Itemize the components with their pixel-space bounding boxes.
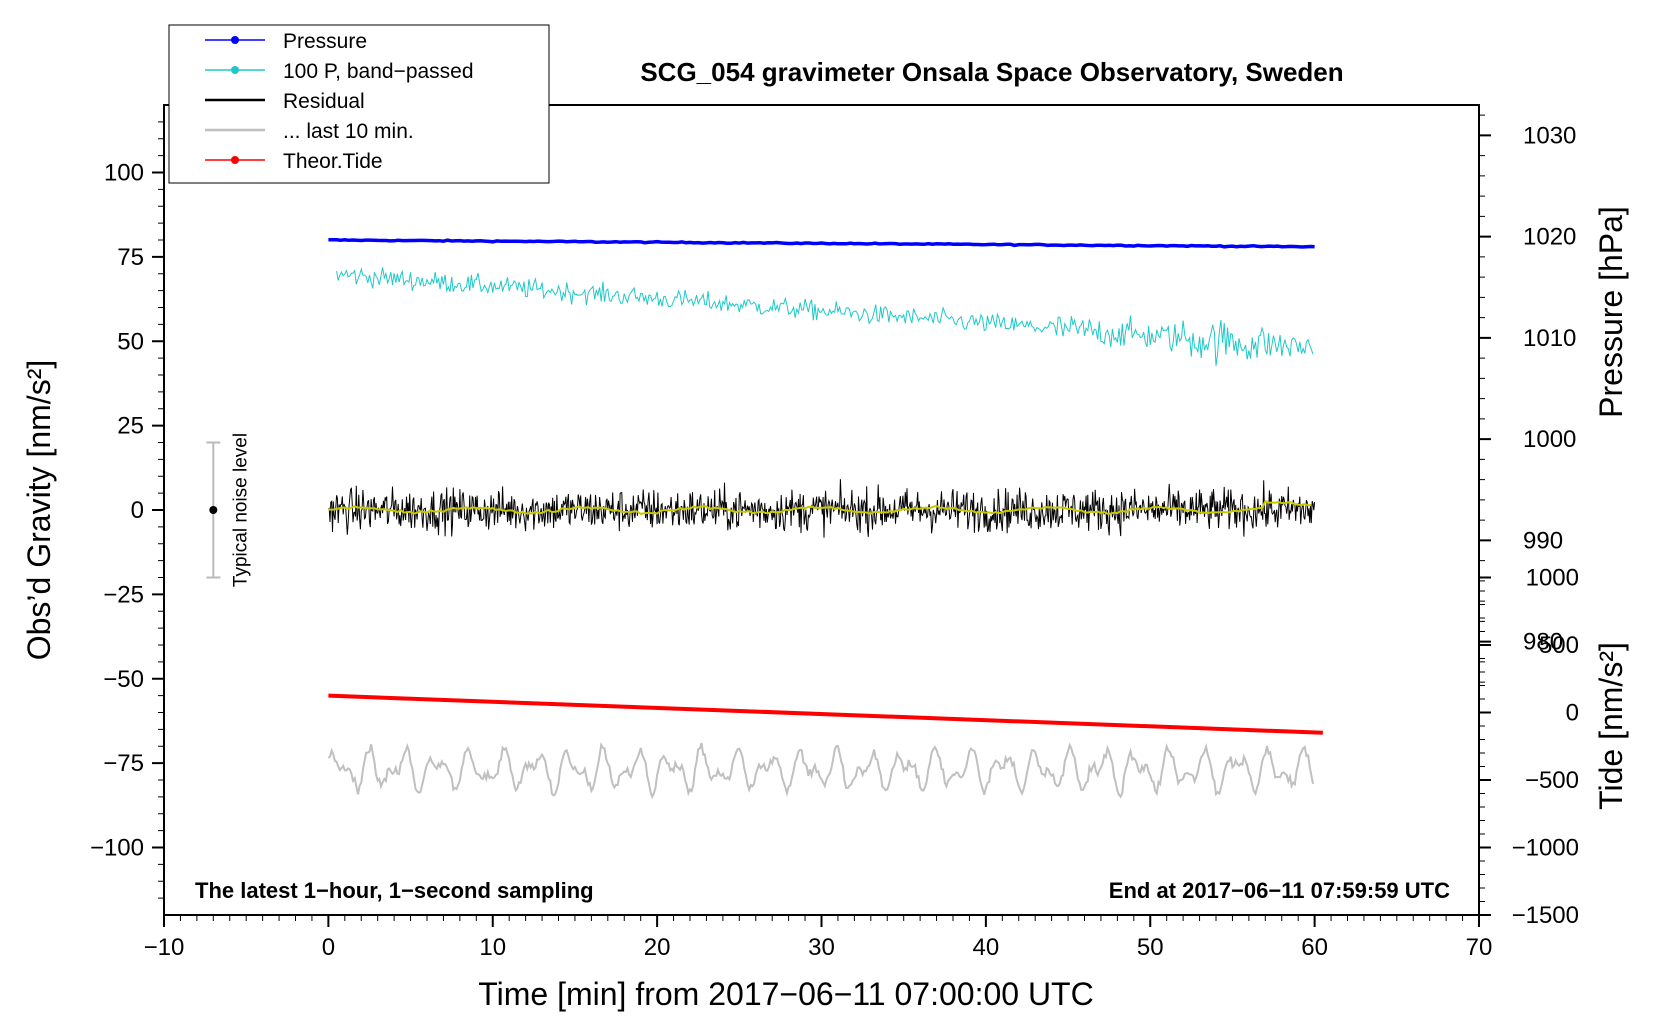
x-tick-label: 10	[479, 934, 506, 961]
legend-label: ... last 10 min.	[283, 120, 414, 143]
x-tick-label: 70	[1466, 934, 1493, 961]
series-theoretical-tide	[328, 693, 1323, 735]
y-tick-label: 0	[131, 497, 144, 524]
noise-level-indicator: Typical noise level	[206, 433, 251, 587]
x-tick-label: 20	[644, 934, 671, 961]
y-axis-title-left: Obs’d Gravity [nm/s²]	[21, 360, 57, 661]
pressure-tick-label: 1000	[1523, 426, 1576, 453]
pressure-tick-label: 1020	[1523, 224, 1576, 251]
axes-layer: −10 0 10 20 30 40 50 60 701007550250−25−50−75−10…	[90, 114, 1579, 961]
x-axis-title: Time [min] from 2017−06−11 07:00:00 UTC	[478, 976, 1093, 1012]
pressure-tick-label: 1030	[1523, 122, 1576, 149]
pressure-tick-label: 1010	[1523, 325, 1576, 352]
legend-label: Pressure	[283, 30, 367, 53]
series-pressure	[328, 237, 1315, 249]
noise-center-dot	[209, 506, 218, 514]
x-tick-label: 60	[1301, 934, 1328, 961]
y-tick-label: 100	[104, 160, 144, 187]
series-running-mean	[328, 500, 1312, 515]
x-tick-label: 40	[973, 934, 1000, 961]
legend-label: Residual	[283, 90, 365, 113]
tide-tick-label: −1000	[1512, 835, 1579, 862]
legend: Pressure 100 P, band−passed Residual ... la…	[168, 24, 550, 184]
tide-tick-label: −500	[1525, 767, 1579, 794]
annotation-sampling: The latest 1−hour, 1−second sampling	[195, 878, 594, 903]
y-tick-label: −75	[103, 750, 144, 777]
noise-level-label: Typical noise level	[230, 433, 251, 587]
y-tick-label: −100	[90, 835, 144, 862]
tide-tick-label: 0	[1566, 700, 1579, 727]
legend-marker	[231, 156, 239, 164]
y-axis-title-pressure: Pressure [hPa]	[1593, 206, 1629, 418]
tide-tick-label: 1000	[1526, 565, 1579, 592]
x-tick-label: 0	[322, 934, 335, 961]
x-tick-label: 30	[808, 934, 835, 961]
series-last-10-min	[327, 741, 1314, 800]
annotation-end-time: End at 2017−06−11 07:59:59 UTC	[1109, 878, 1450, 903]
series-band-passed-pressure	[336, 267, 1314, 366]
y-tick-label: 50	[117, 328, 144, 355]
pressure-tick-label: 990	[1523, 527, 1563, 554]
chart-title: SCG_054 gravimeter Onsala Space Observat…	[640, 57, 1343, 87]
y-tick-label: −25	[103, 581, 144, 608]
pressure-tick-label: 980	[1523, 629, 1563, 656]
legend-label: Theor.Tide	[283, 150, 383, 173]
series-layer	[327, 237, 1323, 800]
legend-marker	[231, 36, 239, 44]
x-tick-label: 50	[1137, 934, 1164, 961]
tide-tick-label: 500	[1539, 632, 1579, 659]
legend-label: 100 P, band−passed	[283, 60, 474, 83]
tide-tick-label: −1500	[1512, 902, 1579, 929]
y-tick-label: 25	[117, 413, 144, 440]
y-tick-label: 75	[117, 244, 144, 271]
y-axis-title-tide: Tide [nm/s²]	[1593, 642, 1629, 810]
y-tick-label: −50	[103, 666, 144, 693]
legend-box	[168, 24, 550, 184]
x-tick-label: −10	[144, 934, 185, 961]
legend-marker	[231, 66, 239, 74]
